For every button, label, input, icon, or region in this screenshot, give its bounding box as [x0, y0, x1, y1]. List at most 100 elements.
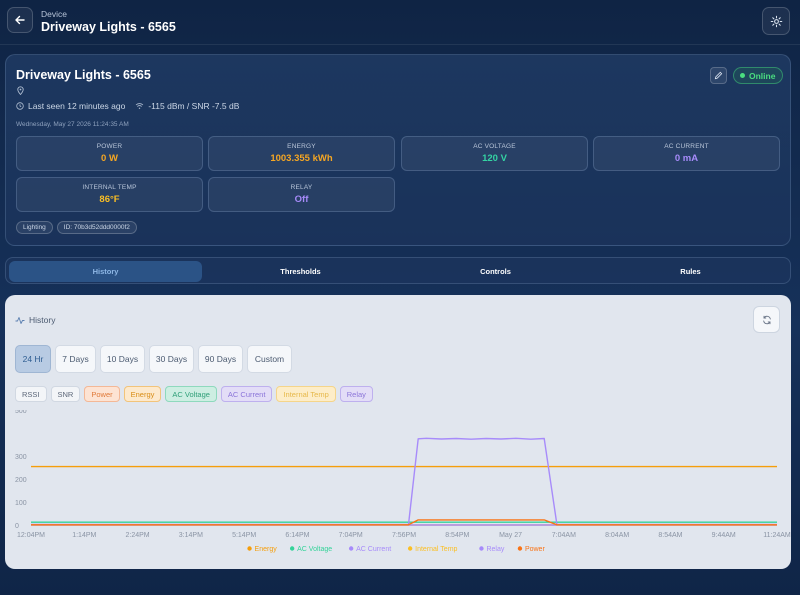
- series-line-ac-current: [31, 437, 777, 526]
- history-panel: History 24 Hr 7 Days 10 Days 30 Days 90 …: [5, 295, 791, 569]
- x-tick-label: 8:04AM: [605, 532, 629, 539]
- power-tile: POWER 0 W: [16, 136, 203, 171]
- page-title: Driveway Lights - 6565: [41, 20, 176, 34]
- arrow-left-icon: [15, 15, 25, 25]
- internal-temp-label: INTERNAL TEMP: [82, 184, 137, 191]
- refresh-button[interactable]: [753, 306, 780, 333]
- x-tick-label: 5:14PM: [232, 532, 256, 539]
- legend-label: AC Voltage: [297, 546, 332, 553]
- x-tick-label: 8:54PM: [445, 532, 469, 539]
- range-24hr[interactable]: 24 Hr: [15, 345, 51, 373]
- legend-label: Internal Temp: [415, 546, 457, 553]
- reading-timestamp: Wednesday, May 27 2026 11:24:35 AM: [16, 121, 129, 128]
- status-badge: Online: [733, 67, 784, 84]
- toggle-snr[interactable]: SNR: [50, 386, 81, 402]
- legend-swatch: [479, 546, 484, 551]
- relay-label: RELAY: [290, 184, 313, 191]
- header-subtitle: Device: [41, 9, 67, 19]
- energy-tile: ENERGY 1003.355 kWh: [208, 136, 395, 171]
- history-header: History: [15, 315, 55, 325]
- device-tags: Lighting ID: 70b3d52ddd0000f2: [16, 221, 137, 234]
- x-tick-label: 7:56PM: [392, 532, 416, 539]
- x-tick-label: 8:54AM: [658, 532, 682, 539]
- toggle-ac-current[interactable]: AC Current: [220, 386, 273, 402]
- legend-swatch: [407, 546, 413, 551]
- internal-temp-value: 86°F: [99, 194, 120, 205]
- time-range-selector: 24 Hr 7 Days 10 Days 30 Days 90 Days Cus…: [15, 345, 292, 373]
- signal-text: -115 dBm / SNR -7.5 dB: [148, 101, 240, 111]
- history-title: History: [29, 315, 56, 325]
- edit-device-button[interactable]: [710, 67, 727, 84]
- gear-icon: [770, 15, 782, 27]
- location-pin-icon: [17, 86, 24, 95]
- x-tick-label: May 27: [499, 532, 522, 539]
- tag-device-id: ID: 70b3d52ddd0000f2: [56, 221, 137, 234]
- internal-temp-tile: INTERNAL TEMP 86°F: [16, 177, 203, 212]
- tab-bar: History Thresholds Controls Rules: [5, 257, 791, 284]
- range-custom[interactable]: Custom: [247, 345, 292, 373]
- power-value: 0 W: [101, 153, 118, 164]
- range-7-days[interactable]: 7 Days: [55, 345, 96, 373]
- y-tick-label: 300: [15, 454, 27, 461]
- range-90-days[interactable]: 90 Days: [198, 345, 243, 373]
- x-tick-label: 3:14PM: [179, 532, 203, 539]
- x-tick-label: 2:24PM: [126, 532, 150, 539]
- toggle-ac-voltage[interactable]: AC Voltage: [165, 386, 217, 402]
- legend-swatch: [247, 546, 252, 551]
- wifi-icon: [136, 103, 144, 109]
- y-tick-label: 500: [15, 410, 27, 415]
- legend-swatch: [289, 546, 295, 551]
- x-tick-label: 7:04PM: [339, 532, 363, 539]
- toggle-power[interactable]: Power: [84, 386, 120, 402]
- y-tick-label: 0: [15, 523, 19, 530]
- tab-history[interactable]: History: [9, 261, 202, 282]
- legend-label: AC Current: [356, 546, 391, 553]
- settings-button[interactable]: [762, 7, 790, 35]
- x-tick-label: 7:04AM: [552, 532, 576, 539]
- device-name: Driveway Lights - 6565: [16, 68, 151, 82]
- ac-voltage-label: AC VOLTAGE: [473, 143, 516, 150]
- range-10-days[interactable]: 10 Days: [100, 345, 145, 373]
- clock-icon: [16, 102, 24, 110]
- series-line-power: [31, 519, 777, 526]
- tag-category: Lighting: [16, 221, 53, 234]
- x-tick-label: 9:44AM: [712, 532, 736, 539]
- activity-icon: [15, 316, 25, 324]
- energy-label: ENERGY: [287, 143, 316, 150]
- relay-tile: RELAY Off: [208, 177, 395, 212]
- relay-value: Off: [294, 194, 309, 205]
- toggle-relay[interactable]: Relay: [339, 386, 373, 402]
- device-meta: Last seen 12 minutes ago -115 dBm / SNR …: [16, 101, 249, 111]
- toggle-internal-temp[interactable]: Internal Temp: [276, 386, 336, 402]
- legend-label: Energy: [255, 546, 278, 553]
- x-tick-label: 1:14PM: [72, 532, 96, 539]
- x-tick-label: 12:04PM: [17, 532, 45, 539]
- status-dot-icon: [740, 73, 745, 78]
- tab-controls[interactable]: Controls: [480, 267, 511, 276]
- y-tick-label: 100: [15, 500, 27, 507]
- top-bar: Device Driveway Lights - 6565: [0, 0, 800, 45]
- tab-rules[interactable]: Rules: [680, 267, 701, 276]
- legend-label: Power: [525, 546, 546, 553]
- last-seen: Last seen 12 minutes ago: [16, 101, 125, 111]
- x-tick-label: 6:14PM: [285, 532, 309, 539]
- ac-current-tile: AC CURRENT 0 mA: [593, 136, 780, 171]
- refresh-icon: [762, 315, 771, 324]
- range-30-days[interactable]: 30 Days: [149, 345, 194, 373]
- ac-voltage-tile: AC VOLTAGE 120 V: [401, 136, 588, 171]
- toggle-rssi[interactable]: RSSI: [15, 386, 47, 402]
- legend-swatch: [517, 546, 523, 551]
- series-toggles: RSSI SNR Power Energy AC Voltage AC Curr…: [15, 386, 373, 402]
- tab-thresholds[interactable]: Thresholds: [280, 267, 321, 276]
- y-tick-label: 200: [15, 477, 27, 484]
- power-label: POWER: [96, 143, 123, 150]
- status-label: Online: [749, 70, 776, 81]
- ac-current-label: AC CURRENT: [664, 143, 709, 150]
- toggle-energy[interactable]: Energy: [123, 386, 162, 402]
- history-chart: 0 100 200 300 500 12:04PM 1:14PM 2:24PM 3:14PM 5:…: [15, 410, 791, 553]
- x-tick-label: 11:24AM: [763, 532, 791, 539]
- back-button[interactable]: [7, 7, 33, 33]
- signal-info: -115 dBm / SNR -7.5 dB: [135, 101, 239, 111]
- legend-swatch: [348, 546, 354, 551]
- energy-value: 1003.355 kWh: [270, 153, 333, 164]
